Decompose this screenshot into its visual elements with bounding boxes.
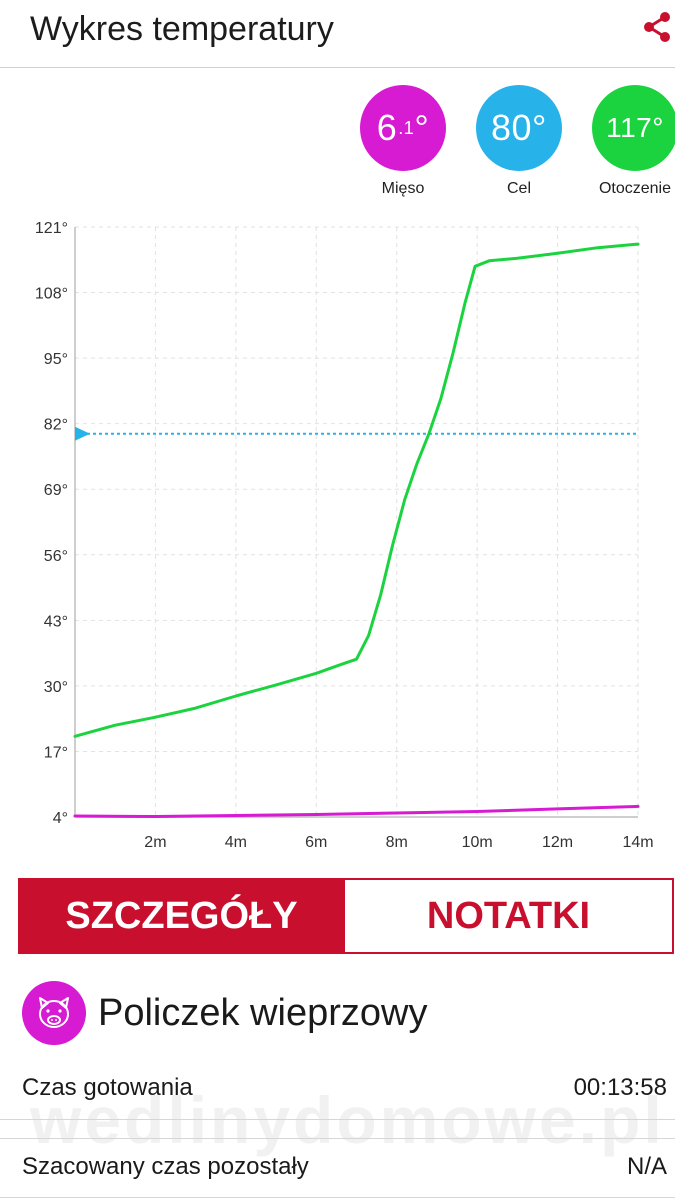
remaining-time-row: Szacowany czas pozostały N/A: [0, 1138, 675, 1198]
pig-icon: [22, 981, 86, 1045]
x-tick-label: 10m: [462, 834, 493, 851]
y-tick-label: 95°: [44, 351, 68, 368]
x-tick-label: 14m: [622, 834, 653, 851]
y-tick-label: 121°: [35, 220, 68, 237]
product-name: Policzek wieprzowy: [98, 991, 428, 1034]
temperature-chart: 4° 17° 30° 43° 56° 69° 82° 95° 108° 121° 2m 4m 6m 8m 1…: [35, 220, 654, 851]
target-marker: [75, 426, 90, 441]
page-title: Wykres temperatury: [30, 10, 334, 48]
meat-temperature-value: 6.1 °: [360, 85, 446, 171]
x-tick-label: 12m: [542, 834, 573, 851]
ambient-temperature-gauge: 117° Otoczenie: [592, 85, 675, 198]
target-temperature-label: Cel: [506, 180, 531, 197]
tab-details[interactable]: SZCZEGÓŁY: [18, 878, 345, 954]
x-tick-label: 6m: [305, 834, 327, 851]
meat-temperature-line: [73, 804, 640, 818]
ambient-temperature-line: [73, 242, 640, 738]
y-tick-label: 17°: [44, 744, 68, 761]
x-tick-label: 8m: [386, 834, 408, 851]
app-header: Wykres temperatury: [0, 0, 675, 68]
y-tick-label: 56°: [44, 548, 68, 565]
remaining-time-label: Szacowany czas pozostały: [22, 1153, 309, 1180]
remaining-time-value: N/A: [626, 1153, 667, 1180]
product-header: Policzek wieprzowy: [22, 980, 427, 1046]
y-tick-label: 43°: [44, 613, 68, 630]
y-tick-label: 108°: [35, 286, 68, 303]
meat-temperature-gauge: 6.1 ° Mięso: [360, 85, 446, 198]
ambient-temperature-label: Otoczenie: [598, 180, 672, 197]
cook-time-label: Czas gotowania: [22, 1074, 193, 1101]
tab-notes[interactable]: NOTATKI: [345, 878, 674, 954]
cook-time-row: Czas gotowania 00:13:58: [0, 1060, 675, 1120]
target-temperature-gauge: 80° Cel: [476, 85, 562, 198]
x-tick-label: 4m: [225, 834, 247, 851]
cook-time-value: 00:13:58: [573, 1074, 667, 1101]
share-icon[interactable]: [640, 10, 674, 44]
tab-bar: SZCZEGÓŁY NOTATKI: [18, 878, 674, 954]
target-temperature-value: 80°: [476, 85, 562, 171]
y-tick-label: 69°: [44, 482, 68, 499]
y-tick-label: 4°: [53, 810, 68, 827]
meat-temperature-label: Mięso: [381, 180, 425, 197]
y-tick-label: 30°: [44, 679, 68, 696]
x-tick-label: 2m: [144, 834, 166, 851]
ambient-temperature-value: 117°: [592, 85, 675, 171]
y-tick-label: 82°: [44, 417, 68, 434]
